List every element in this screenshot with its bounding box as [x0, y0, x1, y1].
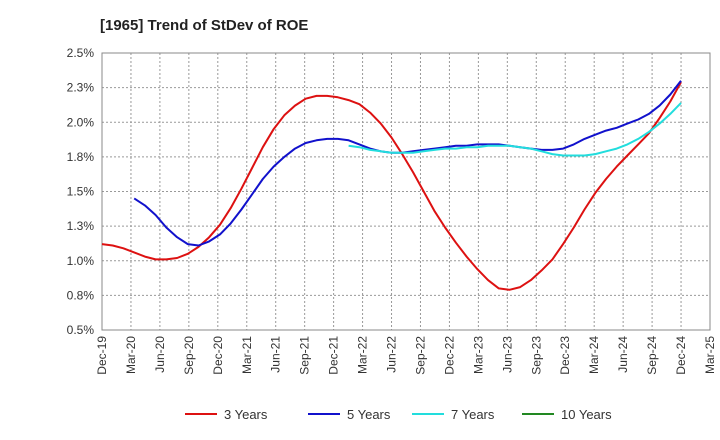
x-tick-label: Sep-23 [529, 336, 543, 375]
series-line-3-years [101, 81, 682, 291]
x-tick-label: Jun-20 [153, 336, 167, 373]
grid [101, 52, 711, 331]
legend-label: 10 Years [561, 407, 612, 422]
series-lines [101, 80, 682, 291]
y-tick-label: 1.8% [67, 150, 95, 164]
x-tick-label: Dec-24 [674, 336, 688, 375]
legend-label: 5 Years [347, 407, 391, 422]
y-tick-label: 2.0% [67, 115, 95, 129]
y-axis-ticks: 0.5% 0.8% 1.0% 1.3% 1.5% 1.8% 2.0% 2.3% 2.5% [67, 46, 95, 337]
y-tick-label: 0.8% [67, 288, 95, 302]
plot-area [101, 52, 711, 331]
x-tick-label: Mar-21 [240, 336, 254, 374]
x-tick-label: Sep-22 [413, 336, 427, 375]
x-tick-label: Jun-23 [500, 336, 514, 373]
y-tick-label: 1.3% [67, 219, 95, 233]
x-tick-label: Jun-21 [269, 336, 283, 373]
x-tick-label: Mar-23 [471, 336, 485, 374]
x-tick-label: Jun-24 [616, 336, 630, 373]
x-tick-label: Mar-25 [703, 336, 717, 374]
x-tick-label: Jun-22 [385, 336, 399, 373]
legend: 3 Years 5 Years 7 Years 10 Years [185, 407, 612, 422]
x-tick-label: Dec-22 [442, 336, 456, 375]
x-tick-label: Mar-20 [124, 336, 138, 374]
x-tick-label: Mar-24 [587, 336, 601, 374]
legend-label: 7 Years [451, 407, 495, 422]
x-tick-label: Dec-20 [211, 336, 225, 375]
x-tick-label: Dec-21 [327, 336, 341, 375]
chart-title: [1965] Trend of StDev of ROE [100, 17, 308, 34]
x-tick-label: Sep-24 [645, 336, 659, 375]
y-tick-label: 0.5% [67, 323, 95, 337]
y-tick-label: 1.5% [67, 185, 95, 199]
y-tick-label: 2.3% [67, 81, 95, 95]
series-line-7-years [348, 102, 682, 157]
x-tick-label: Dec-23 [558, 336, 572, 375]
x-tick-label: Sep-21 [298, 336, 312, 375]
y-tick-label: 1.0% [67, 254, 95, 268]
x-axis-ticks: Dec-19 Mar-20 Jun-20 Sep-20 Dec-20 Mar-21 Jun-… [95, 336, 717, 375]
y-tick-label: 2.5% [67, 46, 95, 60]
x-tick-label: Dec-19 [95, 336, 109, 375]
x-tick-label: Sep-20 [182, 336, 196, 375]
legend-label: 3 Years [224, 407, 268, 422]
x-tick-label: Mar-22 [356, 336, 370, 374]
